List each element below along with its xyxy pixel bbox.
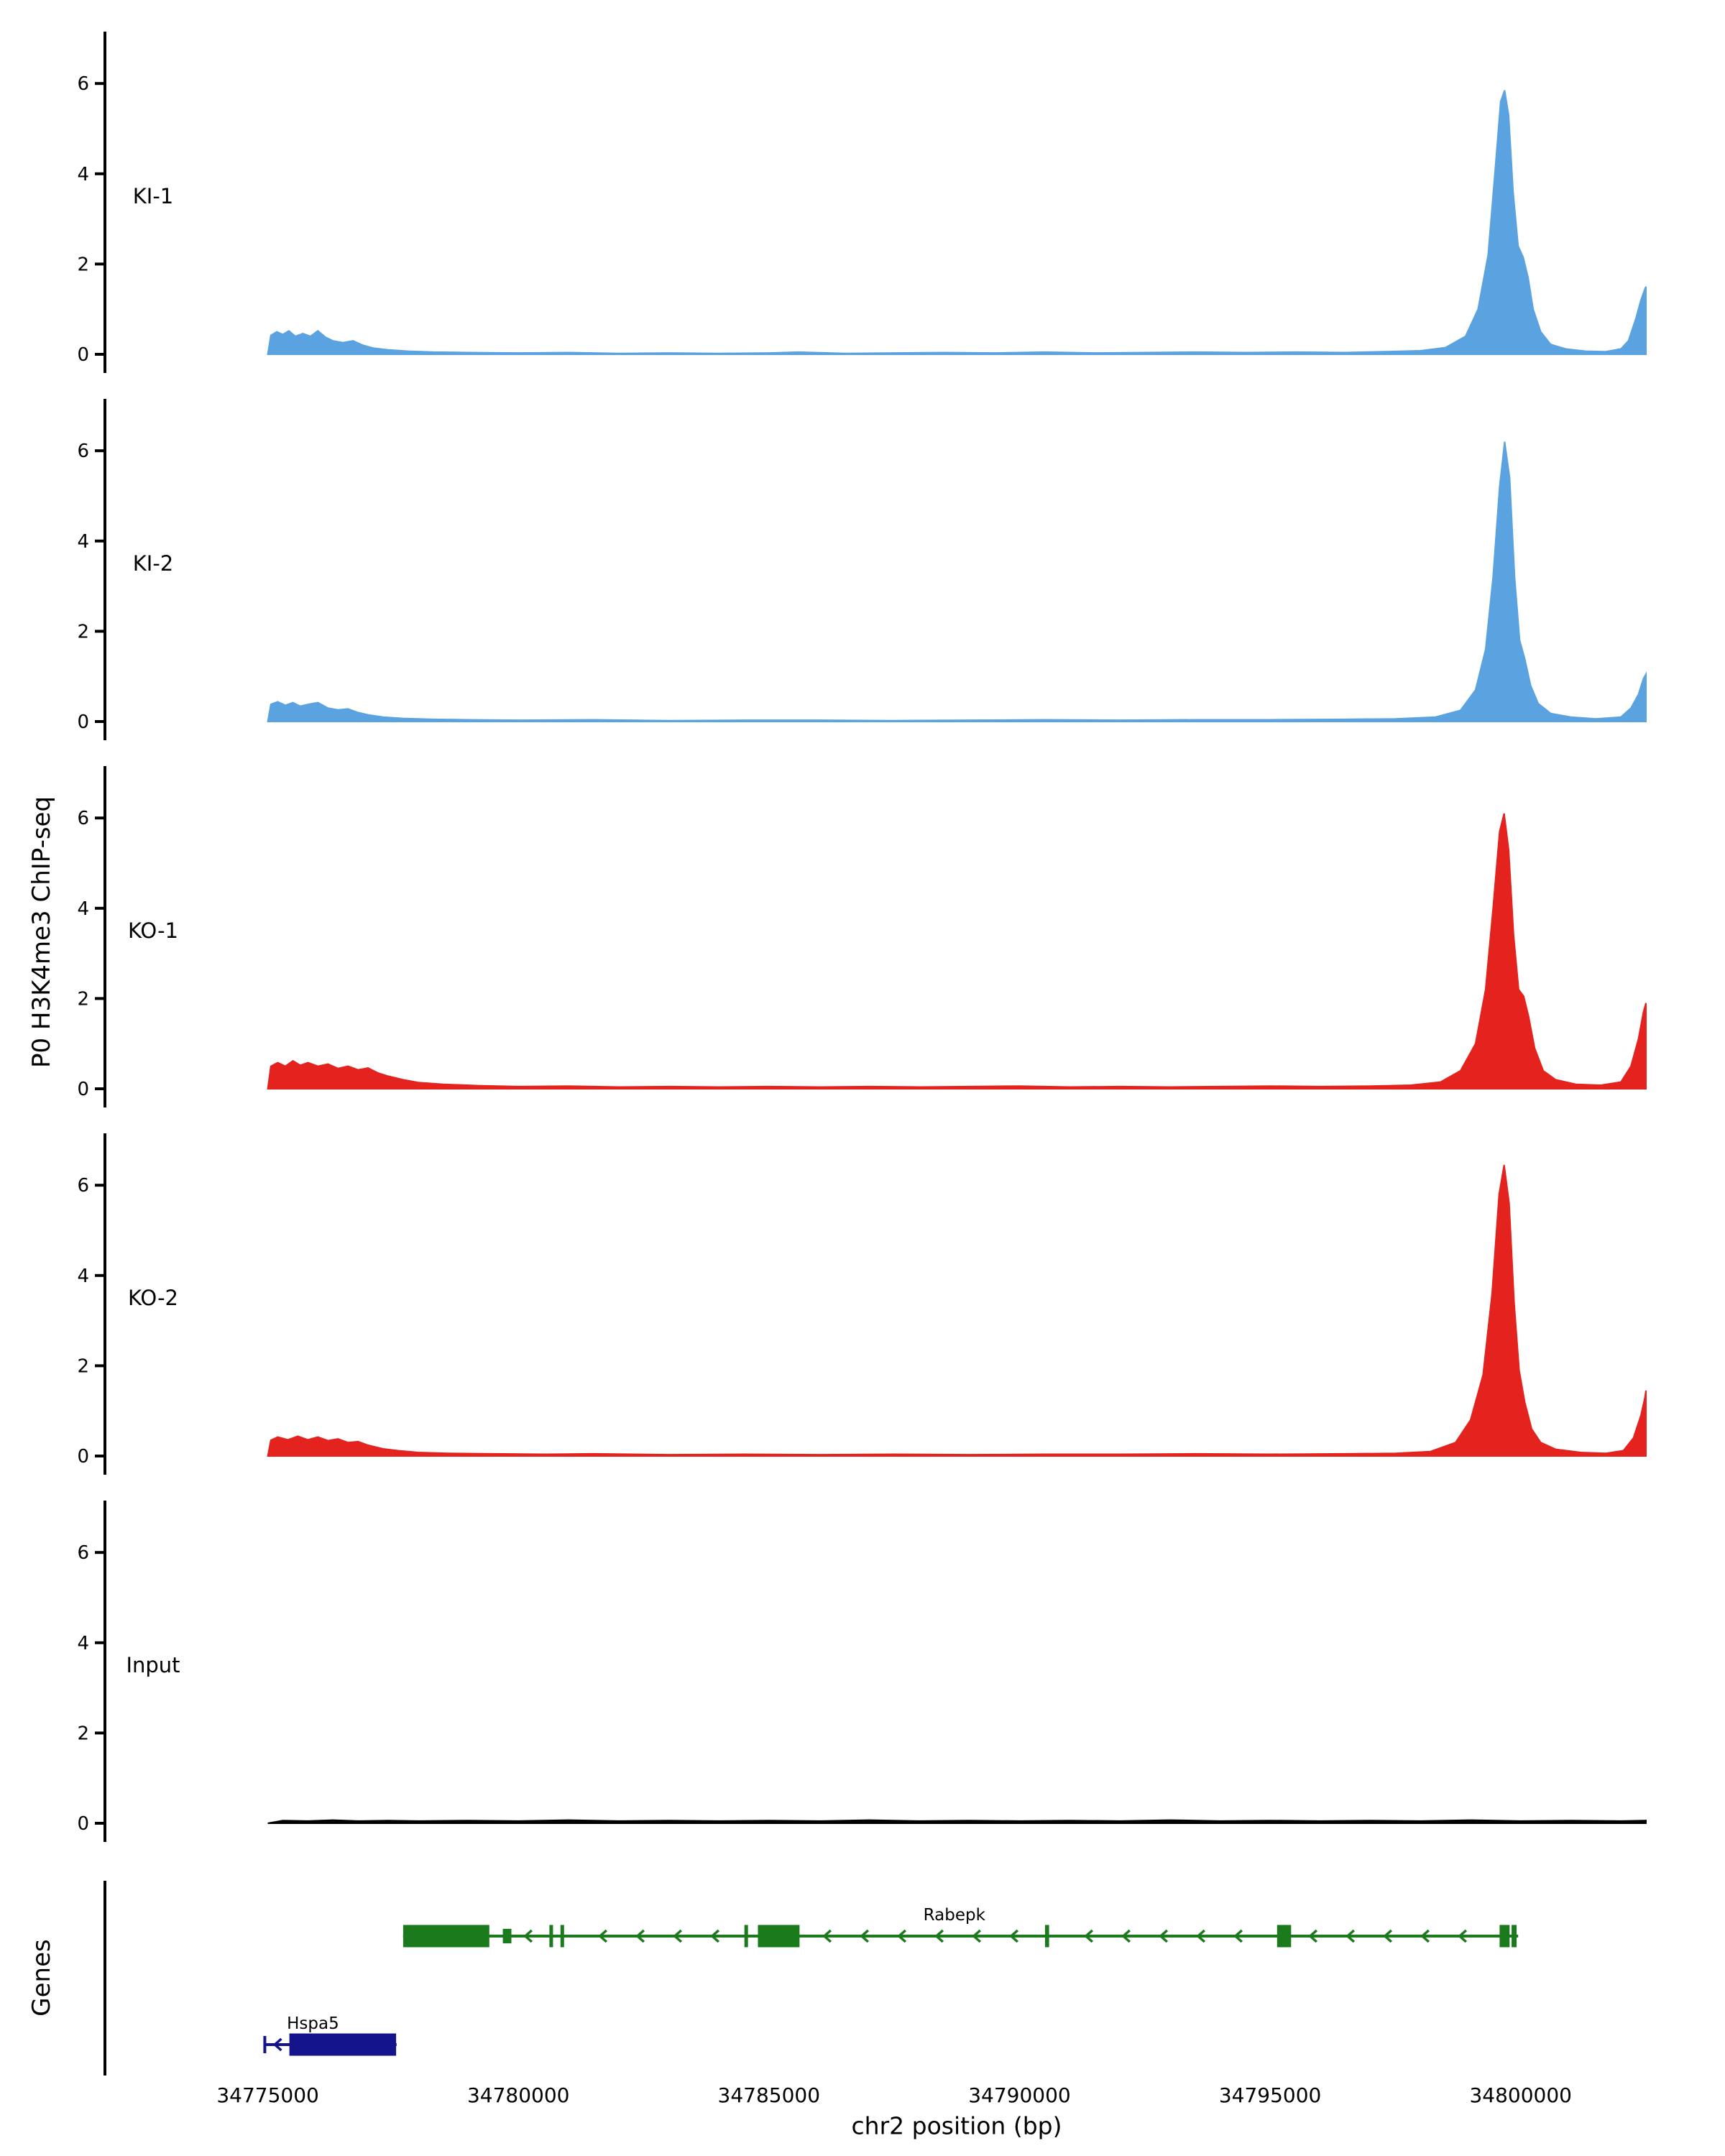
strand-arrow [822, 1929, 832, 1943]
gene-Rabepk: Rabepk [402, 1906, 1519, 1948]
strand-arrow [897, 1929, 907, 1943]
track-label-KO-1: KO-1 [128, 918, 178, 943]
y-tick-label: 0 [77, 344, 89, 366]
strand-arrow [1233, 1929, 1243, 1943]
y-tick-label: 2 [77, 621, 89, 642]
track-KO-2: 0 2 4 6 KO-2 [77, 1133, 1647, 1475]
x-tick-label: 34785000 [718, 2083, 821, 2107]
y-tick-label: 2 [77, 1723, 89, 1744]
exon [1512, 1925, 1517, 1948]
signal-area-KI-2 [267, 441, 1647, 722]
strand-arrow [1420, 1929, 1430, 1943]
y-tick-label: 6 [77, 1542, 89, 1564]
strand-arrow [272, 2037, 282, 2052]
y-tick-label: 2 [77, 254, 89, 275]
exon [1499, 1925, 1510, 1948]
track-Input: 0 2 4 6 Input [77, 1501, 1647, 1842]
x-tick-label: 34780000 [467, 2083, 570, 2107]
track-KO-1: 0 2 4 6 KO-1 [77, 766, 1647, 1107]
gene-start-bar [263, 2036, 267, 2053]
x-tick-label: 34790000 [968, 2083, 1071, 2107]
strand-arrow [934, 1929, 944, 1943]
signal-area-KI-1 [267, 90, 1647, 355]
strand-arrow [523, 1929, 533, 1943]
x-axis-label: chr2 position (bp) [851, 2111, 1062, 2140]
strand-arrow [1196, 1929, 1206, 1943]
x-tick-label: 34795000 [1219, 2083, 1322, 2107]
y-tick-label: 2 [77, 1355, 89, 1377]
y-tick-label: 0 [77, 1079, 89, 1100]
signal-area-KO-1 [267, 813, 1647, 1089]
y-tick-label: 0 [77, 1446, 89, 1468]
y-tick-label: 6 [77, 808, 89, 829]
strand-arrow [972, 1929, 982, 1943]
strand-arrow [1458, 1929, 1468, 1943]
strand-arrow [673, 1929, 683, 1943]
signal-area-Input [267, 1819, 1647, 1824]
strand-arrow [1084, 1929, 1094, 1943]
track-label-KI-2: KI-2 [133, 551, 174, 576]
exon [402, 1925, 489, 1948]
y-tick-label: 6 [77, 1175, 89, 1197]
strand-arrow [1009, 1929, 1019, 1943]
gene-label-Hspa5: Hspa5 [287, 2014, 339, 2033]
exon [744, 1925, 748, 1948]
strand-arrow [1383, 1929, 1393, 1943]
track-label-KI-1: KI-1 [133, 184, 174, 208]
x-tick-label: 34775000 [216, 2083, 319, 2107]
y-tick-label: 0 [77, 711, 89, 733]
signal-area-KO-2 [267, 1164, 1647, 1457]
exon [560, 1925, 564, 1948]
gene-label-Rabepk: Rabepk [924, 1906, 986, 1925]
strand-arrow [860, 1929, 870, 1943]
y-tick-label: 4 [77, 1266, 89, 1287]
y-tick-label: 6 [77, 73, 89, 95]
strand-arrow [1346, 1929, 1356, 1943]
track-label-Input: Input [126, 1653, 180, 1677]
y-tick-label: 4 [77, 898, 89, 920]
strand-arrow [710, 1929, 720, 1943]
exon [758, 1925, 800, 1948]
exon [549, 1925, 553, 1948]
track-KI-1: 0 2 4 6 KI-1 [77, 32, 1647, 373]
exon [1045, 1925, 1049, 1948]
exon [502, 1928, 512, 1944]
strand-arrow [1308, 1929, 1318, 1943]
y-tick-label: 2 [77, 988, 89, 1010]
y-tick-label: 4 [77, 1633, 89, 1654]
strand-arrow [598, 1929, 608, 1943]
strand-arrow [635, 1929, 645, 1943]
y-tick-label: 4 [77, 164, 89, 185]
y-tick-label: 0 [77, 1813, 89, 1835]
exon [1276, 1925, 1292, 1948]
x-tick-label: 34800000 [1469, 2083, 1572, 2107]
y-tick-label: 4 [77, 531, 89, 553]
gene-Hspa5: Hspa5 [263, 2014, 397, 2056]
exon [289, 2033, 397, 2056]
strand-arrow [1121, 1929, 1131, 1943]
track-label-KO-2: KO-2 [128, 1286, 178, 1310]
y-tick-label: 6 [77, 441, 89, 462]
track-KI-2: 0 2 4 6 KI-2 [77, 399, 1647, 740]
strand-arrow [1159, 1929, 1169, 1943]
